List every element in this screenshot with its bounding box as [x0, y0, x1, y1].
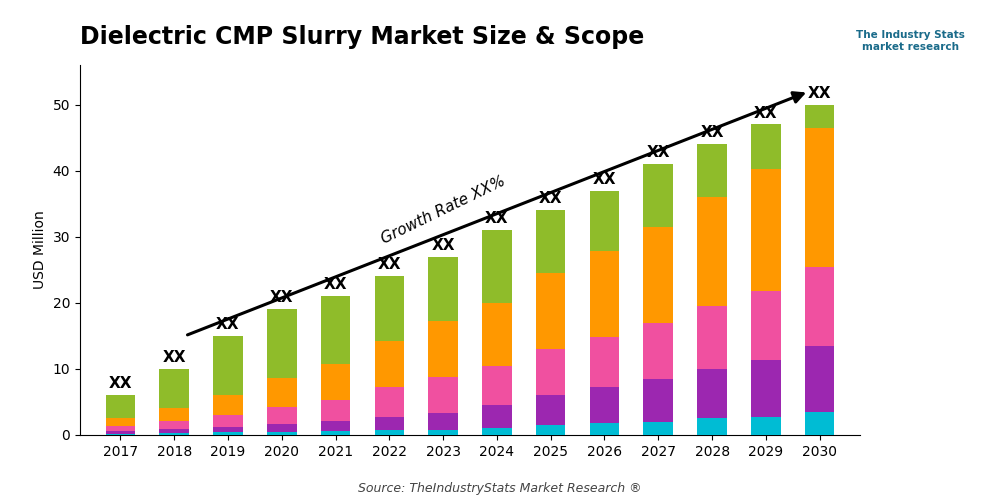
Bar [321, 431, 350, 435]
Text: XX: XX [700, 126, 724, 140]
Bar [643, 422, 673, 435]
Bar [482, 406, 512, 428]
Bar [428, 413, 458, 430]
Bar [590, 190, 619, 252]
Bar [805, 346, 834, 412]
Bar [106, 426, 135, 431]
Bar [536, 396, 565, 425]
Bar [643, 322, 673, 379]
Y-axis label: USD Million: USD Million [33, 210, 47, 290]
Bar [805, 266, 834, 346]
Bar [213, 396, 243, 415]
Bar [536, 210, 565, 273]
Bar [267, 378, 297, 407]
Bar [375, 417, 404, 430]
Bar [482, 366, 512, 406]
Text: XX: XX [593, 172, 616, 186]
Bar [321, 364, 350, 400]
Bar [106, 418, 135, 426]
Text: XX: XX [324, 278, 347, 292]
Text: XX: XX [754, 106, 778, 120]
Bar [375, 388, 404, 417]
Bar [697, 418, 727, 435]
Bar [106, 434, 135, 435]
Bar [590, 252, 619, 337]
Bar [321, 296, 350, 364]
Text: XX: XX [162, 350, 186, 365]
Bar [805, 128, 834, 266]
Bar [751, 291, 781, 360]
Bar [213, 432, 243, 435]
Bar [751, 360, 781, 416]
Bar [482, 303, 512, 366]
Text: Source: TheIndustryStats Market Research ®: Source: TheIndustryStats Market Research… [358, 482, 642, 495]
Bar [536, 425, 565, 435]
Bar [590, 423, 619, 435]
Bar [267, 432, 297, 435]
Text: The Industry Stats
market research: The Industry Stats market research [856, 30, 964, 52]
Bar [159, 421, 189, 429]
Bar [482, 428, 512, 435]
Bar [697, 369, 727, 418]
Text: XX: XX [270, 290, 293, 306]
Text: XX: XX [109, 376, 132, 392]
Bar [321, 400, 350, 421]
Bar [213, 336, 243, 396]
Bar [536, 273, 565, 349]
Text: XX: XX [808, 86, 831, 100]
Bar [751, 124, 781, 168]
Bar [375, 341, 404, 388]
Bar [428, 320, 458, 377]
Bar [751, 416, 781, 435]
Bar [697, 144, 727, 197]
Text: Growth Rate XX%: Growth Rate XX% [379, 174, 508, 247]
Bar [428, 256, 458, 320]
Bar [159, 408, 189, 421]
Bar [159, 429, 189, 433]
Bar [643, 227, 673, 322]
Text: XX: XX [539, 192, 562, 206]
Bar [643, 379, 673, 422]
Bar [697, 306, 727, 369]
Text: XX: XX [647, 145, 670, 160]
Bar [375, 430, 404, 435]
Bar [267, 407, 297, 424]
Bar [213, 415, 243, 427]
Bar [267, 424, 297, 432]
Text: XX: XX [216, 317, 240, 332]
Bar [428, 377, 458, 413]
Text: Dielectric CMP Slurry Market Size & Scope: Dielectric CMP Slurry Market Size & Scop… [80, 25, 644, 49]
Bar [159, 369, 189, 408]
Bar [697, 197, 727, 306]
Bar [643, 164, 673, 227]
Bar [106, 431, 135, 434]
Bar [106, 396, 135, 418]
Bar [751, 168, 781, 291]
Bar [590, 387, 619, 423]
Bar [805, 104, 834, 128]
Bar [536, 349, 565, 396]
Text: XX: XX [378, 258, 401, 272]
Text: XX: XX [485, 211, 509, 226]
Bar [428, 430, 458, 435]
Bar [482, 230, 512, 303]
Bar [805, 412, 834, 435]
Bar [321, 421, 350, 431]
Bar [159, 433, 189, 435]
Bar [213, 427, 243, 432]
Text: XX: XX [431, 238, 455, 252]
Bar [590, 337, 619, 387]
Bar [375, 276, 404, 341]
Bar [267, 310, 297, 378]
